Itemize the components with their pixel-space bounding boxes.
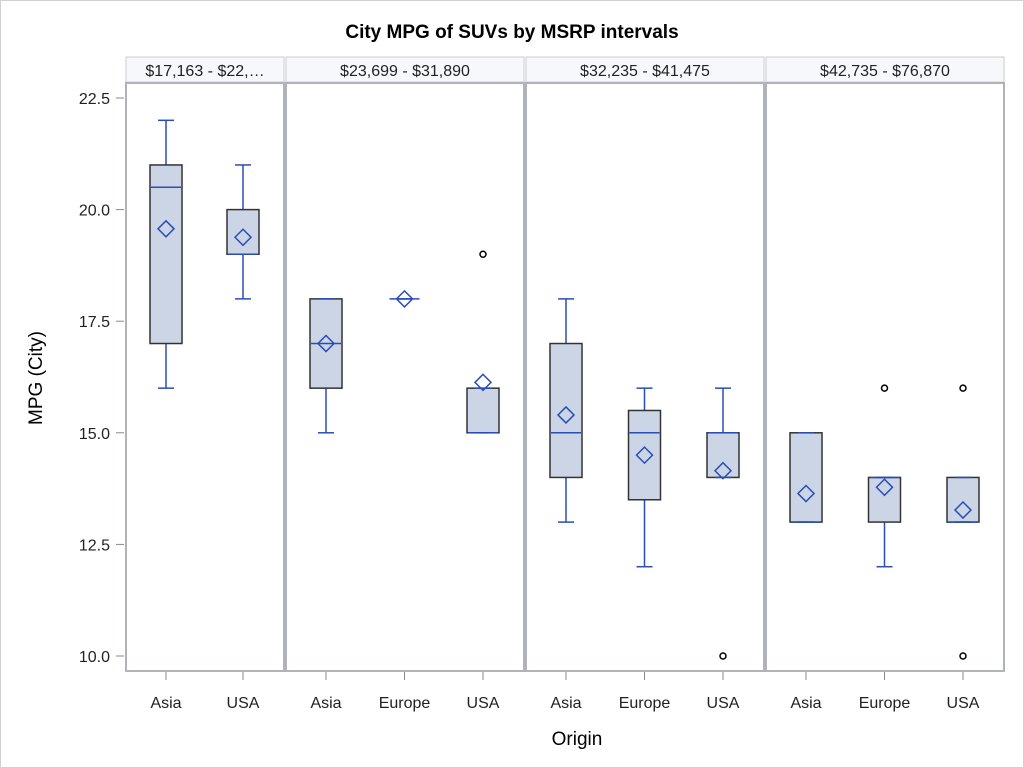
y-tick-label: 12.5 [79, 537, 110, 554]
x-tick-label: Europe [859, 695, 911, 712]
outlier-point [959, 384, 967, 392]
panel-header-label: $17,163 - $22,… [145, 63, 264, 80]
mean-marker [156, 219, 176, 238]
y-tick-label: 15.0 [79, 426, 110, 443]
x-tick-label: Asia [310, 695, 341, 712]
x-tick-label: Asia [790, 695, 821, 712]
panel-border [525, 82, 765, 672]
mean-marker [713, 461, 733, 480]
mean-marker [473, 373, 493, 392]
mean-marker [875, 478, 894, 497]
y-tick-label: 17.5 [79, 314, 110, 331]
mean-marker [635, 446, 654, 465]
panel-header [125, 56, 285, 83]
x-tick-label: USA [467, 695, 500, 712]
x-tick-label: Europe [379, 695, 431, 712]
outlier-point [479, 250, 487, 258]
outlier-point [880, 384, 889, 392]
y-tick-label: 20.0 [79, 203, 110, 220]
panel-header-label: $32,235 - $41,475 [580, 63, 710, 80]
mean-marker [233, 228, 253, 247]
panel-header [285, 56, 525, 83]
mean-marker [316, 334, 336, 353]
box [549, 342, 583, 479]
box [466, 387, 500, 434]
y-tick-label: 22.5 [79, 91, 110, 108]
mean-marker [395, 289, 414, 308]
x-tick-label: Europe [619, 695, 671, 712]
x-tick-label: USA [947, 695, 980, 712]
box [867, 476, 902, 523]
chart-title: City MPG of SUVs by MSRP intervals [345, 22, 678, 43]
x-axis-label: Origin [552, 729, 603, 750]
panel-border [285, 82, 525, 672]
box [706, 432, 740, 479]
panel-border [765, 82, 1005, 672]
box [149, 164, 183, 345]
x-tick-label: Asia [150, 695, 181, 712]
mean-marker [953, 500, 973, 520]
outlier-point [719, 652, 727, 660]
panel-header-label: $23,699 - $31,890 [340, 63, 470, 80]
mean-marker [796, 484, 816, 503]
outlier-point [959, 652, 967, 660]
x-tick-label: Asia [550, 695, 581, 712]
y-tick-label: 10.0 [79, 649, 110, 666]
y-axis-label: MPG (City) [26, 331, 47, 425]
panel-header-label: $42,735 - $76,870 [820, 63, 950, 80]
x-tick-label: USA [227, 695, 260, 712]
box [946, 476, 980, 523]
panel-header [765, 56, 1005, 83]
panel-header [525, 56, 765, 83]
mean-marker [556, 405, 576, 425]
box [789, 432, 823, 523]
panel-border [125, 82, 285, 672]
x-tick-label: USA [707, 695, 740, 712]
box [226, 208, 260, 255]
box [627, 409, 662, 501]
